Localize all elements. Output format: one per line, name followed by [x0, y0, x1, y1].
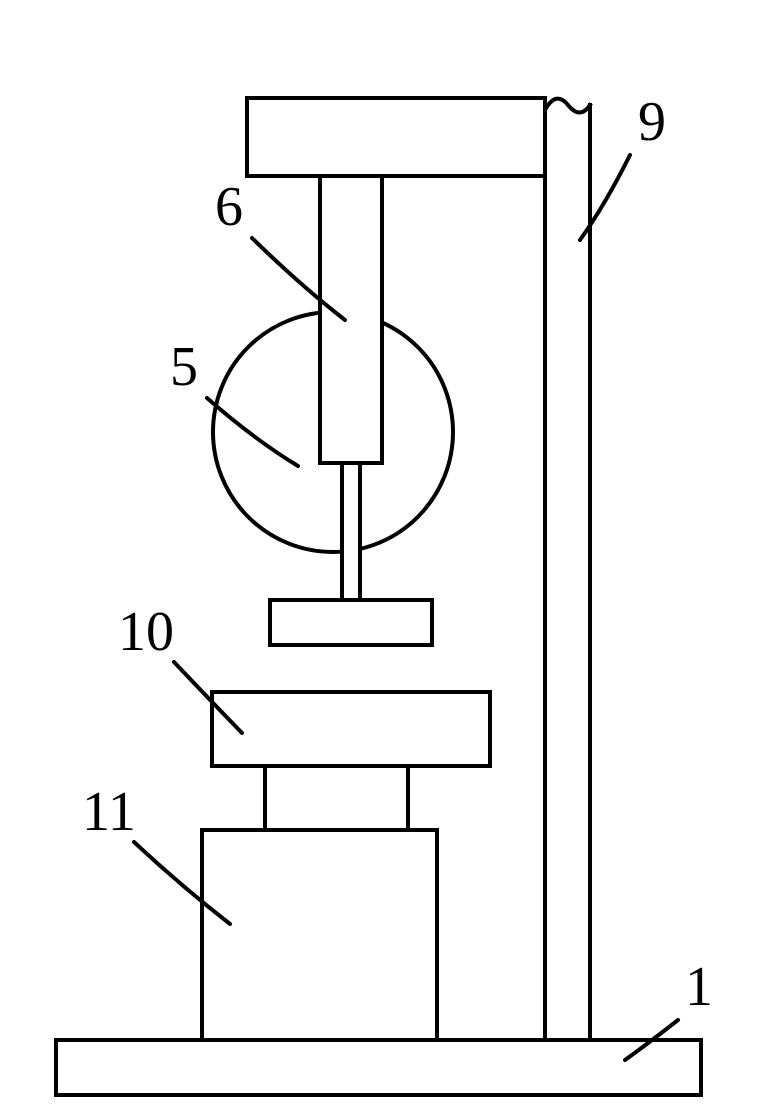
- head: [247, 98, 545, 176]
- label-label10: 10: [118, 601, 174, 663]
- label-label5: 5: [170, 336, 198, 398]
- label-label1: 1: [685, 956, 713, 1018]
- leader-l9: [580, 155, 630, 240]
- label-label9: 9: [638, 91, 666, 153]
- block: [202, 830, 437, 1040]
- label-label11: 11: [82, 781, 136, 843]
- upper_cyl: [320, 176, 382, 463]
- label-label6: 6: [215, 176, 243, 238]
- base: [56, 1040, 701, 1095]
- anvil: [212, 692, 490, 766]
- hammer: [270, 600, 432, 645]
- column_top_wave: [545, 99, 590, 113]
- leader-l5: [207, 398, 298, 466]
- piston: [342, 463, 360, 600]
